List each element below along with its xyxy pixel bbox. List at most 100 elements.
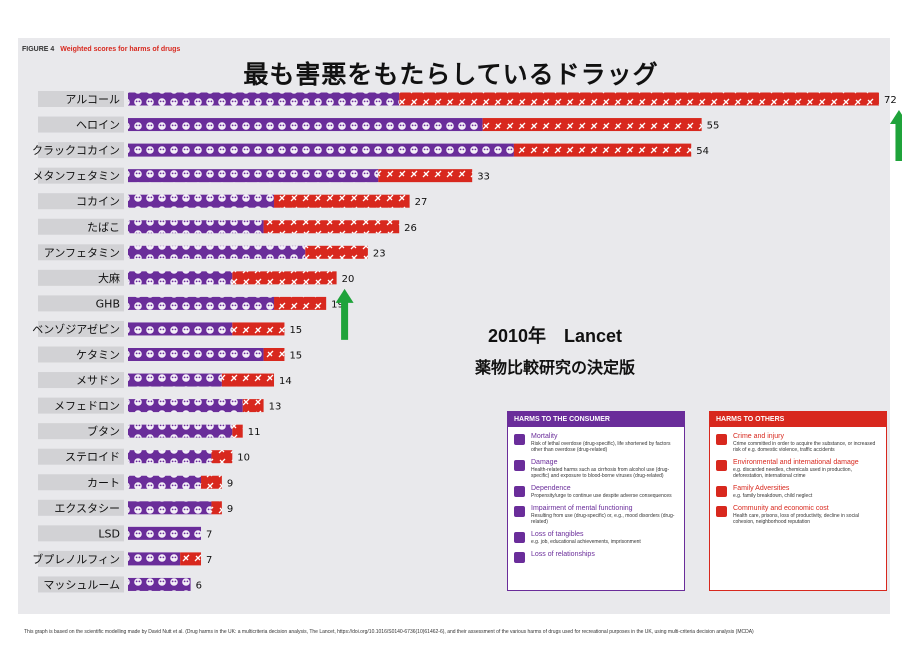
legend-others-item: Crime and injury Crime committed in order… xyxy=(716,433,880,453)
footer-attribution: This graph is based on the scientific mo… xyxy=(24,629,754,635)
legend-consumer: HARMS TO THE CONSUMER Mortality Risk of l… xyxy=(507,411,685,591)
brain-icon xyxy=(514,506,525,517)
category-label: アンフェタミン xyxy=(44,246,120,259)
category-label-box xyxy=(38,576,124,593)
category-label-box xyxy=(38,372,124,389)
category-label: ベンゾジアゼピン xyxy=(32,323,120,336)
bar-others xyxy=(180,552,202,566)
category-label-box xyxy=(38,91,124,107)
value-label: 26 xyxy=(404,223,417,234)
category-label-box xyxy=(38,397,124,414)
broken-heart-icon xyxy=(514,552,525,563)
category-label: メタンフェタミン xyxy=(32,170,120,183)
bar-consumer xyxy=(128,322,233,336)
figure-number: FIGURE 4 xyxy=(22,46,55,53)
legend-others-item: Family Adversities e.g. family breakdown,… xyxy=(716,485,880,499)
value-label: 10 xyxy=(237,453,250,464)
bar-others xyxy=(211,450,233,464)
family-icon xyxy=(716,486,727,497)
category-label: 大麻 xyxy=(98,271,120,285)
category-label-box xyxy=(38,525,124,542)
value-label: 13 xyxy=(269,402,282,413)
legend-consumer-item: Damage Health-related harms such as cirrh… xyxy=(514,459,678,479)
bar-row: メフェドロン 13 xyxy=(38,397,282,414)
category-label-box xyxy=(38,346,124,363)
legend-others-title: HARMS TO OTHERS xyxy=(710,412,886,427)
category-label-box xyxy=(38,474,124,491)
bar-row: メタンフェタミン 33 xyxy=(32,167,490,184)
legend-consumer-item-desc: Resulting from use (drug-specific) or, e… xyxy=(531,513,675,525)
category-label-box xyxy=(38,218,124,235)
category-label-box xyxy=(38,448,124,465)
value-label: 11 xyxy=(248,427,261,438)
highlight-arrow xyxy=(889,110,902,161)
bar-consumer xyxy=(128,373,222,387)
bar-consumer xyxy=(128,220,264,234)
category-label: ステロイド xyxy=(65,451,120,464)
legend-consumer-title: HARMS TO THE CONSUMER xyxy=(508,412,684,427)
value-label: 33 xyxy=(477,172,490,183)
value-label: 15 xyxy=(289,351,302,362)
category-label: ヘロイン xyxy=(76,119,120,132)
legend-consumer-item-name: Impairment of mental functioning xyxy=(531,505,633,512)
bar-consumer xyxy=(128,424,233,438)
bar-others xyxy=(482,118,702,132)
category-label-box xyxy=(38,269,124,286)
bar-consumer xyxy=(128,92,400,106)
bar-row: ベンゾジアゼピン 15 xyxy=(32,320,302,337)
category-label: ケタミン xyxy=(76,349,120,362)
category-label-box xyxy=(38,550,124,567)
figure-label: FIGURE 4 Weighted scores for harms of dr… xyxy=(22,46,180,53)
category-label: たばこ xyxy=(87,221,120,234)
value-label: 7 xyxy=(206,529,212,540)
bar-consumer xyxy=(128,194,275,208)
category-label-box xyxy=(38,499,124,516)
bar-consumer xyxy=(128,348,264,361)
legend-others-item-desc: Health care, prisons, loss of productivi… xyxy=(733,513,860,525)
value-label: 23 xyxy=(373,248,386,259)
value-label: 7 xyxy=(206,555,212,566)
category-label-box xyxy=(38,193,124,210)
value-label: 54 xyxy=(696,146,709,157)
bar-row: たばこ 26 xyxy=(38,218,417,235)
category-label-box xyxy=(38,116,124,133)
bar-row: エクスタシー 9 xyxy=(38,499,233,516)
bar-consumer xyxy=(128,245,306,259)
bar-consumer xyxy=(128,169,379,183)
legend-others-item-name: Environmental and international damage xyxy=(733,459,859,466)
category-label: コカイン xyxy=(76,195,120,208)
category-label-box xyxy=(38,423,124,440)
legend-others-item-desc: e.g. family breakdown, child neglect xyxy=(733,493,813,499)
bar-others xyxy=(232,424,243,438)
bar-consumer xyxy=(128,552,181,566)
bar-others xyxy=(232,322,285,336)
value-label: 20 xyxy=(342,274,355,285)
legend-consumer-item-desc: Health-related harms such as cirrhosis f… xyxy=(531,467,670,479)
bar-row: アンフェタミン 23 xyxy=(38,244,386,261)
value-label: 9 xyxy=(227,504,233,515)
legend-others: HARMS TO OTHERS Crime and injury Crime co… xyxy=(709,411,887,591)
bar-row: メサドン 14 xyxy=(38,372,292,389)
value-label: 27 xyxy=(415,197,428,208)
overlay-title: 最も害悪をもたらしているドラッグ xyxy=(243,60,659,89)
value-label: 15 xyxy=(289,325,302,336)
bar-consumer xyxy=(128,271,233,285)
value-label: 9 xyxy=(227,478,233,489)
legend-others-item: Environmental and international damage e.… xyxy=(716,459,880,479)
legend-consumer-item: Mortality Risk of lethal overdose (drug-s… xyxy=(514,433,678,453)
bar-others xyxy=(263,348,285,361)
legend-others-item-name: Family Adversities xyxy=(733,485,790,492)
value-label: 19 xyxy=(331,299,344,310)
bar-consumer xyxy=(128,475,202,489)
bar-row: ヘロイン 55 xyxy=(38,116,720,133)
bar-others xyxy=(399,92,879,106)
category-label-box xyxy=(38,244,124,261)
bar-others xyxy=(201,475,222,489)
bar-row: カート 9 xyxy=(38,474,233,491)
bar-others xyxy=(513,143,692,157)
bar-row: アルコール 72 xyxy=(38,91,897,107)
value-label: 55 xyxy=(707,121,720,132)
category-label: クラックコカイン xyxy=(32,144,120,157)
legend-consumer-item: Dependence Propensity/urge to continue us… xyxy=(514,485,678,499)
bar-others xyxy=(305,245,368,259)
